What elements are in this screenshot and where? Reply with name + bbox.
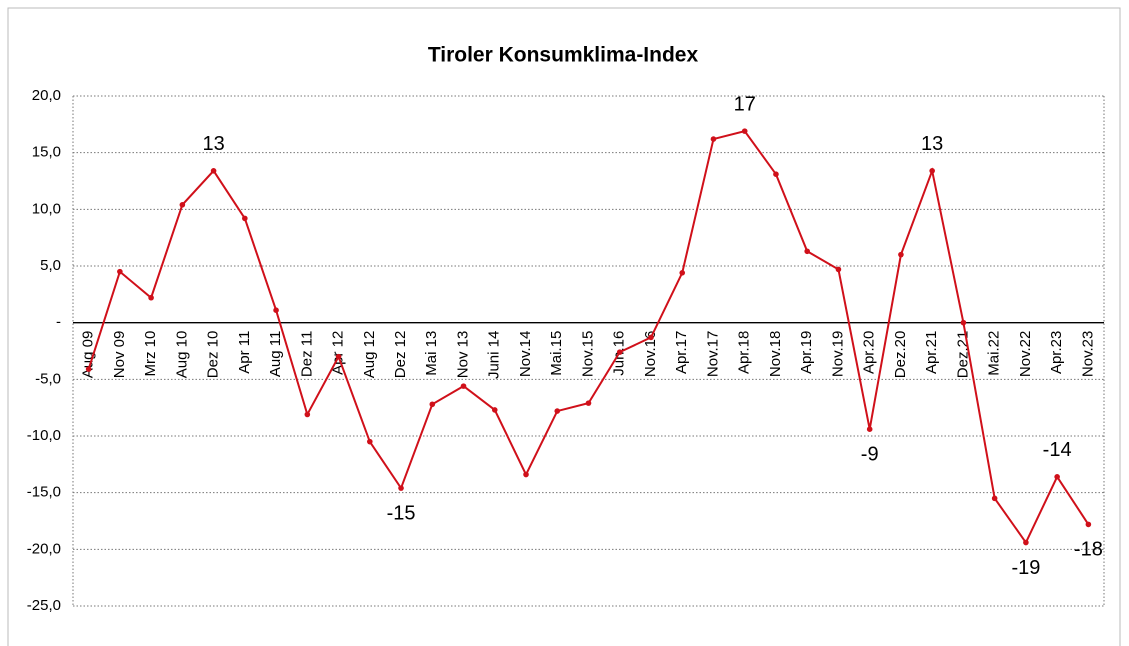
data-label: -9: [861, 443, 879, 465]
x-tick-label: Mai 13: [423, 331, 440, 376]
point: [898, 251, 904, 258]
x-tick-label: Apr 11: [236, 331, 253, 374]
point: [1054, 474, 1060, 480]
x-tick-label: Dez.20: [892, 331, 909, 379]
x-tick-label: Aug 10: [173, 331, 190, 379]
point: [367, 438, 373, 445]
point: [866, 426, 873, 433]
point: [710, 136, 717, 142]
point: [335, 353, 342, 360]
point: [585, 400, 592, 406]
x-tick-label: Nov.15: [579, 331, 596, 377]
point: [991, 495, 998, 502]
x-tick-label: Apr.21: [923, 331, 940, 374]
x-tick-label: Aug 11: [267, 331, 284, 377]
point: [429, 401, 436, 408]
x-tick-label: Mrz 10: [142, 331, 159, 377]
x-tick-label: Apr.18: [736, 331, 753, 374]
point: [148, 294, 154, 301]
x-tick-label: Aug 09: [80, 331, 97, 379]
point: [616, 349, 623, 355]
point: [304, 411, 311, 418]
y-tick-label: 5,0: [40, 257, 61, 274]
data-label: 13: [921, 133, 943, 155]
point: [741, 128, 748, 134]
point: [273, 307, 279, 314]
chart-title: Tiroler Konsumklima-Index: [428, 44, 699, 67]
x-tick-label: Apr.17: [673, 331, 690, 374]
y-tick-label: -25,0: [27, 597, 61, 614]
data-label: -19: [1011, 557, 1040, 579]
x-tick-label: Nov.16: [642, 331, 659, 377]
x-tick-label: Nov 13: [454, 331, 471, 379]
y-tick-label: 10,0: [32, 200, 61, 217]
y-tick-label: 20,0: [32, 87, 61, 104]
x-tick-label: Nov.22: [1017, 331, 1034, 377]
x-tick-label: Apr.19: [798, 331, 815, 374]
x-tick-label: Nov.19: [829, 331, 846, 377]
data-label: -18: [1074, 539, 1103, 561]
x-tick-label: Nov.18: [767, 331, 784, 377]
point: [1023, 539, 1029, 546]
x-tick-label: Dez 11: [298, 331, 315, 377]
y-tick-label: -15,0: [27, 484, 61, 501]
x-tick-label: Nov 09: [111, 331, 128, 379]
point: [398, 485, 404, 491]
x-tick-label: Mai.22: [986, 331, 1003, 376]
x-tick-label: Apr.20: [861, 331, 878, 374]
point: [85, 366, 92, 372]
x-tick-label: Juni 14: [486, 331, 503, 379]
point: [554, 408, 561, 414]
data-label: -15: [387, 502, 416, 524]
y-tick-label: -10,0: [27, 427, 61, 444]
point: [242, 215, 248, 222]
point: [1085, 521, 1092, 528]
x-tick-label: Aug 12: [361, 331, 378, 379]
y-tick-label: -5,0: [35, 370, 61, 387]
x-tick-label: Nov.14: [517, 331, 534, 377]
point: [460, 383, 467, 389]
x-tick-label: Dez 12: [392, 331, 409, 379]
point: [210, 168, 217, 174]
y-tick-label: -20,0: [27, 540, 61, 557]
x-tick-label: Apr.23: [1048, 331, 1065, 374]
data-label: -14: [1043, 439, 1072, 461]
point: [960, 319, 967, 326]
point: [179, 202, 186, 208]
point: [523, 471, 529, 478]
point: [648, 334, 654, 341]
x-tick-label: Nov.23: [1079, 331, 1096, 377]
data-label: 13: [202, 133, 224, 155]
point: [773, 171, 779, 177]
point: [491, 407, 498, 413]
data-label: 17: [734, 93, 756, 115]
point: [117, 268, 123, 275]
point: [929, 168, 935, 174]
point: [679, 270, 686, 276]
y-tick-label: -: [56, 314, 61, 331]
point: [835, 266, 842, 273]
x-tick-label: Dez 10: [205, 331, 222, 379]
x-tick-label: Mai.15: [548, 331, 565, 376]
y-tick-label: 15,0: [32, 144, 61, 161]
chart-frame: [7, 7, 1121, 646]
x-tick-label: Nov.17: [704, 331, 721, 377]
point: [804, 248, 810, 255]
